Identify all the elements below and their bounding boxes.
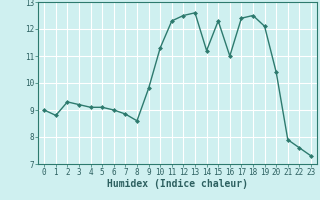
X-axis label: Humidex (Indice chaleur): Humidex (Indice chaleur) — [107, 179, 248, 189]
